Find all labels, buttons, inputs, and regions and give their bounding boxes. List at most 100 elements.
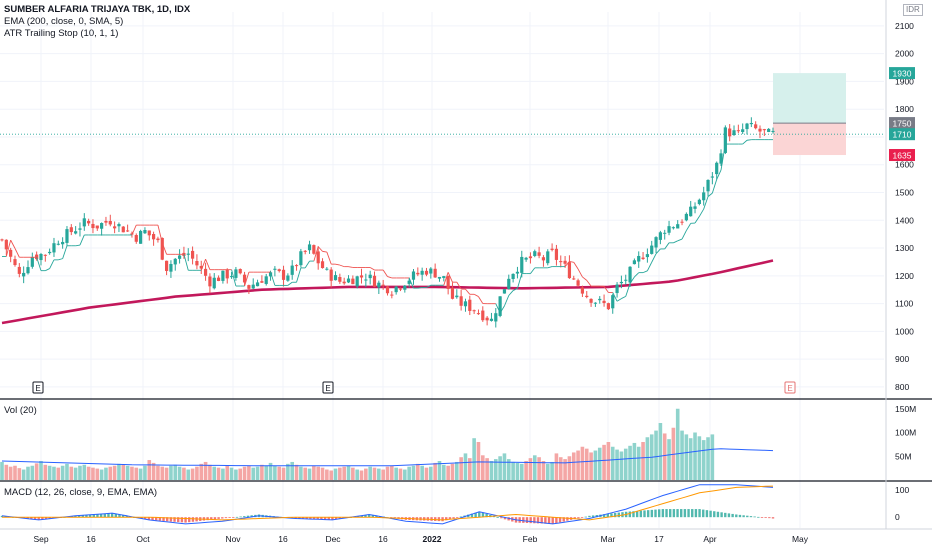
volume-label[interactable]: Vol (20)	[4, 405, 37, 417]
candle-body	[113, 226, 116, 228]
volume-bar	[108, 467, 112, 480]
volume-bar	[44, 465, 48, 480]
volume-bar	[659, 423, 663, 480]
volume-bar	[95, 469, 99, 480]
candle-body	[711, 176, 714, 177]
macd-histogram-bar	[552, 517, 554, 524]
candle-body	[343, 282, 346, 284]
candle-body	[187, 254, 190, 255]
volume-bar	[355, 470, 359, 480]
volume-bar	[624, 449, 628, 480]
macd-label[interactable]: MACD (12, 26, close, 9, EMA, EMA)	[4, 487, 157, 499]
atr-indicator-label[interactable]: ATR Trailing Stop (10, 1, 1)	[4, 28, 190, 40]
candle-body	[507, 279, 510, 289]
candle-body	[44, 255, 47, 256]
atr-trailing-stop-line	[574, 262, 578, 269]
candle-body	[169, 264, 172, 272]
atr-trailing-stop-line	[288, 282, 292, 285]
candle-body	[325, 269, 328, 270]
candle-body	[663, 233, 666, 234]
candle-body	[563, 261, 566, 264]
candle-body	[334, 275, 337, 280]
chart-legend: SUMBER ALFARIA TRIJAYA TBK, 1D, IDX EMA …	[4, 4, 190, 40]
volume-bar	[550, 462, 554, 480]
candle-body	[386, 286, 389, 293]
atr-trailing-stop-line	[678, 239, 682, 241]
volume-bar	[498, 456, 502, 480]
candle-body	[728, 129, 731, 137]
symbol-title[interactable]: SUMBER ALFARIA TRIJAYA TBK, 1D, IDX	[4, 4, 190, 16]
currency-badge[interactable]: IDR	[903, 4, 923, 16]
atr-trailing-stop-line	[45, 269, 49, 271]
volume-bar	[139, 469, 143, 480]
volume-bar	[160, 467, 164, 480]
volume-bar	[403, 470, 407, 480]
volume-bar	[57, 468, 61, 480]
atr-trailing-stop-line	[388, 277, 392, 278]
volume-bar	[598, 448, 602, 480]
macd-histogram-bar	[441, 517, 443, 521]
volume-bar	[325, 470, 329, 480]
macd-histogram-bar	[680, 509, 682, 517]
candle-body	[230, 276, 233, 277]
volume-bar	[156, 466, 160, 480]
macd-histogram-bar	[548, 517, 550, 524]
atr-trailing-stop-line	[297, 268, 301, 282]
macd-histogram-bar	[236, 517, 238, 518]
volume-bar	[52, 467, 56, 480]
candle-body	[771, 131, 774, 132]
macd-histogram-bar	[761, 517, 763, 518]
volume-bar	[31, 466, 35, 480]
candle-body	[373, 276, 376, 287]
macd-histogram-bar	[577, 517, 579, 518]
candle-body	[152, 234, 155, 239]
volume-tick-label: 100M	[895, 428, 916, 438]
macd-tick-label: 100	[895, 485, 909, 495]
candle-body	[650, 246, 653, 254]
volume-bar	[74, 468, 78, 480]
candle-body	[126, 230, 129, 231]
candle-body	[767, 129, 770, 132]
candle-body	[473, 310, 476, 311]
volume-bar	[260, 465, 264, 480]
atr-trailing-stop-line	[271, 272, 275, 285]
candle-body	[377, 283, 380, 288]
candle-body	[693, 206, 696, 208]
candle-body	[481, 311, 484, 321]
candle-body	[737, 130, 740, 131]
volume-bar	[212, 467, 216, 480]
candle-body	[239, 269, 242, 273]
macd-histogram-bar	[684, 509, 686, 517]
volume-bar	[429, 467, 433, 480]
volume-bar	[546, 464, 550, 480]
atr-trailing-stop-line	[548, 267, 552, 268]
macd-histogram-bar	[687, 509, 689, 517]
candle-body	[633, 260, 636, 264]
volume-bar	[503, 453, 507, 480]
volume-bar	[394, 468, 398, 480]
candle-body	[299, 251, 302, 265]
volume-bar	[121, 465, 125, 480]
macd-histogram-bar	[640, 511, 642, 517]
volume-bar	[256, 467, 260, 480]
volume-bar	[230, 468, 234, 480]
candle-body	[156, 239, 159, 241]
candle-body	[758, 129, 761, 132]
macd-histogram-bar	[746, 516, 748, 517]
price-tick-label: 1000	[895, 326, 914, 336]
volume-bar	[459, 457, 463, 480]
volume-bar	[685, 434, 689, 480]
volume-bar	[654, 431, 658, 480]
volume-bar	[693, 433, 697, 481]
time-tick-label: Nov	[225, 534, 241, 544]
atr-trailing-stop-line	[673, 241, 677, 243]
volume-bar	[628, 446, 632, 480]
macd-histogram-bar	[232, 517, 234, 518]
ema-indicator-label[interactable]: EMA (200, close, 0, SMA, 5)	[4, 16, 190, 28]
macd-histogram-bar	[698, 509, 700, 517]
candle-body	[611, 295, 614, 308]
candle-body	[568, 262, 571, 278]
atr-trailing-stop-line	[747, 140, 751, 141]
volume-bar	[464, 453, 468, 480]
